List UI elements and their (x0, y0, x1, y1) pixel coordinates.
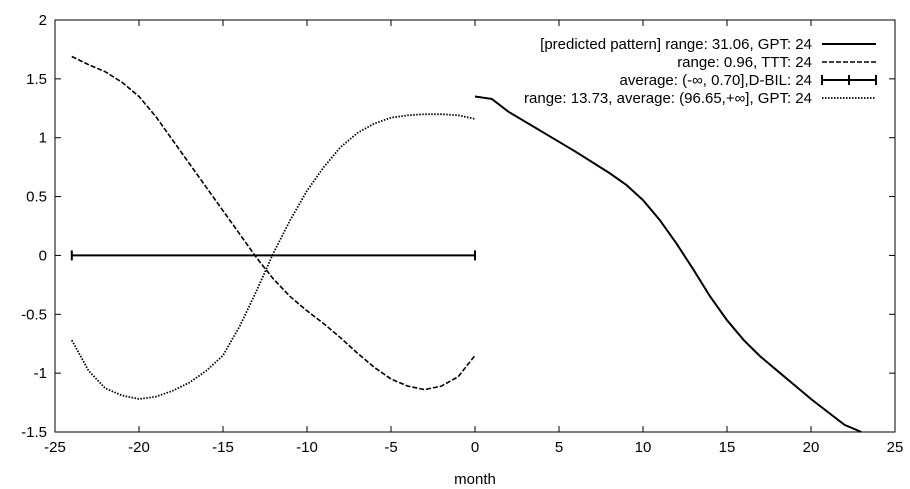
series-1 (474, 95, 862, 433)
x-tick-label: 20 (803, 439, 820, 456)
x-tick-label: 25 (887, 439, 904, 456)
x-tick-label: -20 (128, 439, 150, 456)
series-line (474, 95, 862, 433)
series-layer (70, 55, 862, 433)
y-tick-label: 1.5 (26, 71, 47, 88)
x-tick-label: -15 (212, 439, 234, 456)
x-tick-label: -25 (44, 439, 66, 456)
legend-label: [predicted pattern] range: 31.06, GPT: 2… (540, 36, 812, 53)
y-tick-label: 0.5 (26, 189, 47, 206)
y-tick-label: 1 (39, 130, 47, 147)
series-line (71, 113, 476, 400)
y-tick-label: 2 (39, 12, 47, 29)
x-tick-label: 5 (555, 439, 563, 456)
legend: [predicted pattern] range: 31.06, GPT: 2… (524, 36, 877, 107)
series-3 (70, 250, 476, 261)
y-tick-label: -1 (34, 365, 47, 382)
x-tick-label: -10 (296, 439, 318, 456)
y-tick-label: -0.5 (21, 306, 47, 323)
y-tick-label: 0 (39, 247, 47, 264)
legend-label: range: 0.96, TTT: 24 (677, 54, 812, 71)
legend-label: average: (-∞, 0.70],D-BIL: 24 (620, 72, 812, 89)
x-tick-label: 15 (719, 439, 736, 456)
y-tick-label: -1.5 (21, 424, 47, 441)
series-2 (71, 55, 476, 391)
x-tick-label: -5 (384, 439, 397, 456)
series-line (71, 55, 476, 391)
x-tick-label: 10 (635, 439, 652, 456)
x-axis-label: month (454, 471, 496, 488)
legend-label: range: 13.73, average: (96.65,+∞], GPT: … (524, 90, 812, 107)
x-tick-label: 0 (471, 439, 479, 456)
series-4 (71, 113, 476, 400)
axis-ticks: -25 -20 -15 -10 -5 0 5 10 15 20 25 -1.5 -1 -0.5 0 0.5 1 1… (21, 12, 903, 456)
